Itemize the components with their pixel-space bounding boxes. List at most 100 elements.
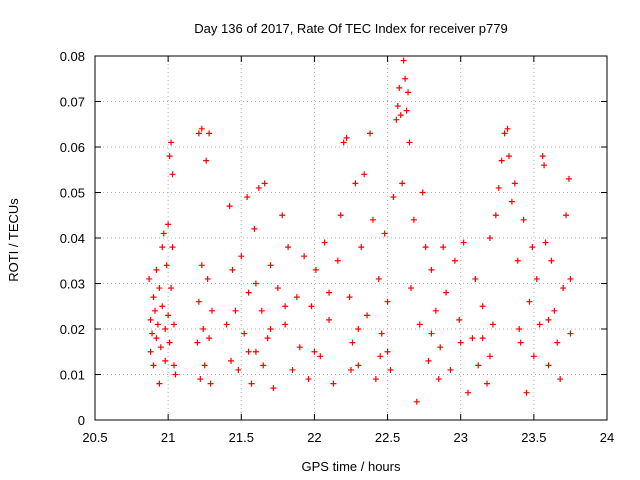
data-point — [501, 130, 508, 137]
data-point — [301, 253, 308, 260]
data-point — [172, 371, 179, 378]
data-point — [437, 344, 444, 351]
x-tick-label: 20.5 — [82, 430, 107, 445]
data-point — [238, 253, 245, 260]
data-point — [428, 266, 435, 273]
data-point — [285, 244, 292, 251]
y-axis-label: ROTI / TECUs — [6, 198, 21, 282]
data-point — [422, 244, 429, 251]
data-point — [252, 348, 259, 355]
data-point — [166, 153, 173, 160]
data-point — [526, 298, 533, 305]
data-point — [516, 326, 523, 332]
data-point — [402, 75, 409, 82]
data-point — [419, 189, 426, 196]
data-point — [378, 330, 385, 337]
data-point — [156, 380, 163, 387]
data-point — [530, 353, 537, 360]
data-point — [337, 212, 344, 219]
data-point — [405, 89, 412, 96]
data-point — [523, 389, 530, 396]
data-point — [282, 303, 289, 310]
axis-ticks: 20.5 21 21.5 22 22.5 23 23.5 24 0 0.01 0.02 0.03 0.0… — [60, 49, 615, 445]
data-point — [539, 153, 546, 160]
data-point — [147, 348, 154, 355]
data-point — [261, 180, 268, 187]
data-point — [166, 339, 173, 346]
data-point — [296, 344, 303, 351]
data-point — [168, 139, 175, 146]
x-tick-label: 23.5 — [521, 430, 546, 445]
data-point — [223, 321, 230, 328]
data-point — [267, 326, 274, 332]
data-point — [361, 171, 368, 178]
data-point — [394, 103, 401, 110]
data-point — [486, 353, 493, 360]
data-point — [435, 376, 442, 383]
data-point — [393, 116, 400, 123]
data-point — [457, 339, 464, 346]
data-point — [504, 125, 511, 132]
data-point — [169, 244, 176, 251]
data-point — [551, 307, 558, 314]
data-point — [201, 362, 208, 369]
data-point — [162, 357, 169, 364]
y-tick-label: 0.01 — [60, 368, 85, 383]
data-point — [367, 130, 374, 137]
x-tick-label: 21.5 — [229, 430, 254, 445]
data-point — [567, 275, 574, 282]
x-tick-label: 24 — [600, 430, 614, 445]
data-point — [203, 157, 210, 164]
data-point — [274, 285, 281, 292]
data-point — [416, 321, 423, 328]
data-point — [541, 162, 548, 169]
data-point — [567, 330, 574, 337]
data-point — [369, 216, 376, 223]
data-point — [279, 212, 286, 219]
data-point — [545, 362, 552, 369]
data-point — [397, 112, 404, 119]
data-point — [563, 212, 570, 219]
data-point — [330, 380, 337, 387]
data-point — [197, 376, 204, 383]
data-point — [387, 366, 394, 373]
data-point — [514, 257, 521, 264]
data-point — [151, 307, 158, 314]
data-points — [146, 57, 574, 405]
data-point — [565, 175, 572, 182]
data-point — [170, 362, 177, 369]
data-point — [400, 57, 407, 64]
y-tick-label: 0.05 — [60, 186, 85, 201]
data-point — [204, 275, 211, 282]
data-point — [168, 285, 175, 292]
data-point — [169, 171, 176, 178]
data-point — [472, 275, 479, 282]
data-point — [432, 307, 439, 314]
data-point — [410, 216, 417, 223]
data-point — [377, 353, 384, 360]
data-point — [440, 244, 447, 251]
data-point — [484, 380, 491, 387]
y-tick-label: 0.03 — [60, 277, 85, 292]
data-point — [399, 180, 406, 187]
data-point — [163, 262, 170, 269]
data-point — [403, 107, 410, 114]
data-point — [207, 380, 214, 387]
data-point — [267, 262, 274, 269]
data-point — [396, 84, 403, 91]
data-point — [355, 326, 362, 332]
data-point — [194, 339, 201, 346]
x-tick-label: 21 — [161, 430, 175, 445]
data-point — [465, 389, 472, 396]
data-point — [235, 366, 242, 373]
data-point — [486, 235, 493, 241]
data-point — [308, 303, 315, 310]
data-point — [317, 353, 324, 360]
y-tick-label: 0.08 — [60, 49, 85, 64]
data-point — [560, 285, 567, 292]
data-point — [381, 230, 388, 237]
data-point — [334, 257, 341, 264]
data-point — [447, 366, 454, 373]
data-point — [428, 330, 435, 337]
